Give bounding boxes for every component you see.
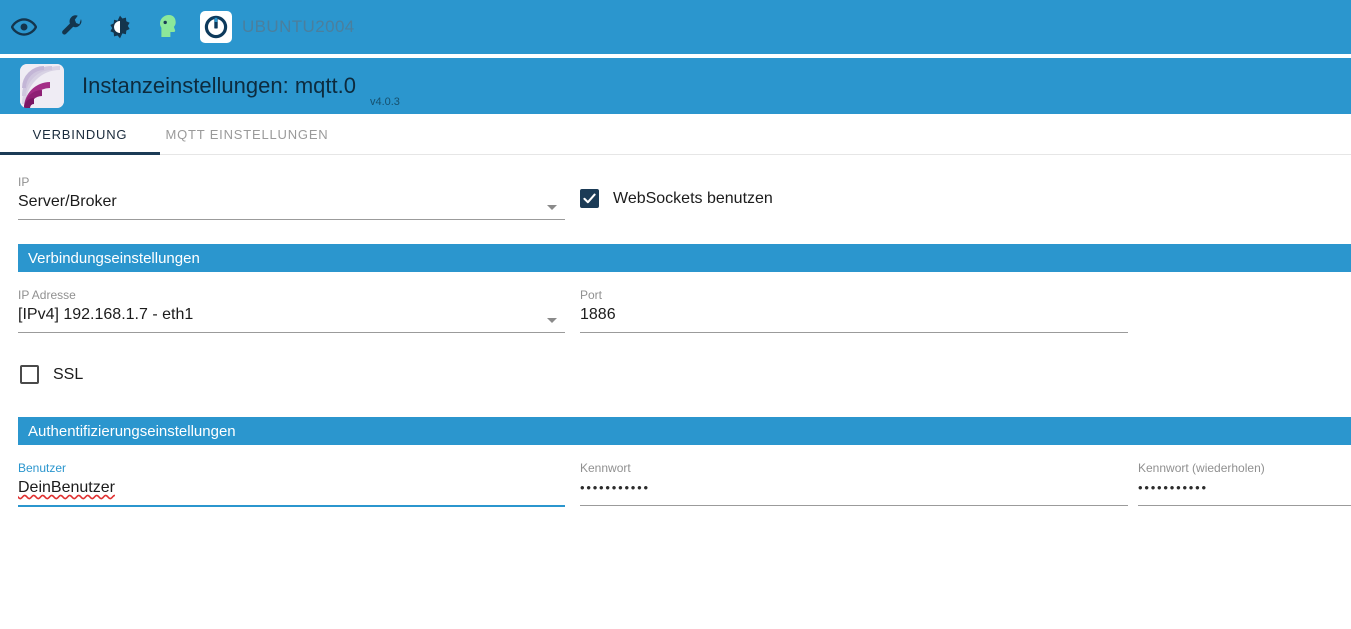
section-header-auth: Authentifizierungseinstellungen: [18, 417, 1351, 445]
section-header-connection-label: Verbindungseinstellungen: [28, 249, 200, 267]
password-field[interactable]: Kennwort •••••••••••: [580, 461, 1128, 506]
chevron-down-icon[interactable]: [547, 318, 557, 323]
user-value-text: DeinBenutzer: [18, 479, 115, 496]
page-title: Instanzeinstellungen: mqtt.0: [82, 73, 356, 98]
port-field[interactable]: Port 1886: [580, 288, 1128, 333]
connection-type-label: IP: [18, 175, 30, 189]
ip-address-label: IP Adresse: [18, 288, 76, 302]
connection-type-value: Server/Broker: [18, 193, 117, 210]
websockets-checkbox-label: WebSockets benutzen: [613, 189, 773, 207]
ip-address-field[interactable]: IP Adresse [IPv4] 192.168.1.7 - eth1: [18, 288, 565, 333]
top-toolbar: UBUNTU2004: [0, 0, 1351, 54]
user-underline: [18, 505, 565, 507]
connection-type-underline: [18, 219, 565, 220]
connection-type-field[interactable]: IP Server/Broker: [18, 175, 565, 220]
mqtt-adapter-logo: [20, 64, 64, 108]
settings-form: IP Server/Broker WebSockets benutzen Ver…: [0, 155, 1351, 629]
adapter-version: v4.0.3: [369, 96, 400, 108]
wrench-icon[interactable]: [48, 0, 96, 54]
adapter-header-bar: Instanzeinstellungen: mqtt.0 v4.0.3: [0, 58, 1351, 114]
port-underline: [580, 332, 1128, 333]
password-repeat-label: Kennwort (wiederholen): [1138, 461, 1265, 475]
password-repeat-underline: [1138, 505, 1351, 506]
host-name-label: UBUNTU2004: [242, 17, 355, 36]
contrast-icon[interactable]: [96, 0, 144, 54]
user-field[interactable]: Benutzer DeinBenutzer: [18, 461, 565, 507]
head-icon[interactable]: [144, 0, 192, 54]
password-value[interactable]: •••••••••••: [580, 480, 650, 495]
ssl-checkbox-label: SSL: [53, 365, 84, 383]
tab-bar: VERBINDUNG MQTT EINSTELLUNGEN: [0, 114, 1351, 155]
ip-address-underline: [18, 332, 565, 333]
user-label: Benutzer: [18, 461, 67, 475]
password-underline: [580, 505, 1128, 506]
port-label: Port: [580, 288, 603, 302]
tab-mqtt-einstellungen[interactable]: MQTT EINSTELLUNGEN: [165, 126, 329, 142]
port-value[interactable]: 1886: [580, 306, 616, 323]
websockets-checkbox-box[interactable]: [580, 189, 599, 208]
section-header-auth-label: Authentifizierungseinstellungen: [28, 422, 236, 440]
user-value[interactable]: DeinBenutzer: [18, 475, 565, 501]
iobroker-logo-icon[interactable]: [200, 11, 232, 43]
ssl-checkbox-box[interactable]: [20, 365, 39, 384]
chevron-down-icon[interactable]: [547, 205, 557, 210]
password-repeat-field[interactable]: Kennwort (wiederholen) •••••••••••: [1138, 461, 1351, 506]
ip-address-value: [IPv4] 192.168.1.7 - eth1: [18, 306, 194, 323]
websockets-checkbox[interactable]: WebSockets benutzen: [580, 189, 773, 208]
password-repeat-value[interactable]: •••••••••••: [1138, 480, 1208, 495]
password-label: Kennwort: [580, 461, 631, 475]
eye-icon[interactable]: [0, 0, 48, 54]
tab-verbindung[interactable]: VERBINDUNG: [0, 114, 160, 155]
ssl-checkbox[interactable]: SSL: [20, 365, 83, 384]
section-header-connection: Verbindungseinstellungen: [18, 244, 1351, 272]
